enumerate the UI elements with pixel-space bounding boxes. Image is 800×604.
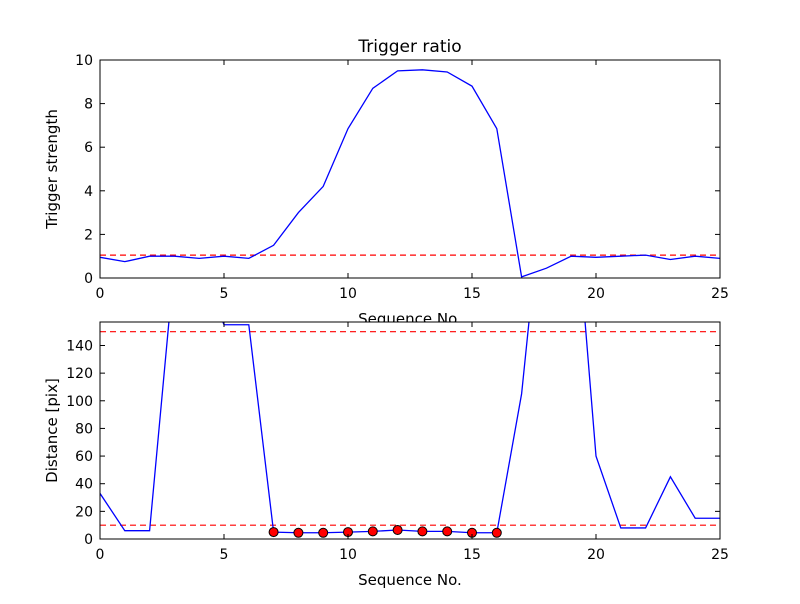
data-point-5 [368,527,377,536]
data-point-6 [393,526,402,535]
y-tick-label: 8 [84,97,93,113]
y-tick-label: 120 [66,366,93,382]
x-tick-label: 10 [339,547,357,563]
y-tick-label: 0 [84,532,93,548]
x-tick-label: 15 [463,286,481,302]
y-tick-label: 60 [75,449,93,465]
x-tick-label: 0 [96,286,105,302]
chart-title: Trigger ratio [357,37,461,57]
y-tick-label: 100 [66,394,93,410]
x-tick-label: 5 [220,286,229,302]
x-tick-label: 15 [463,547,481,563]
y-tick-label: 20 [75,504,93,520]
plot-area [100,322,720,539]
data-point-1 [269,528,278,537]
y-axis-label: Distance [pix] [43,378,61,483]
y-tick-label: 6 [84,140,93,156]
y-tick-label: 40 [75,477,93,493]
x-axis-label: Sequence No. [358,571,462,589]
x-tick-label: 20 [587,286,605,302]
y-axis-label: Trigger strength [43,109,61,230]
data-point-7 [418,527,427,536]
y-tick-label: 4 [84,184,93,200]
y-tick-label: 0 [84,271,93,287]
x-tick-label: 25 [711,286,729,302]
data-point-2 [294,528,303,537]
data-point-3 [319,528,328,537]
data-point-8 [443,527,452,536]
x-tick-label: 5 [220,547,229,563]
y-tick-label: 2 [84,227,93,243]
data-point-10 [492,528,501,537]
x-tick-label: 25 [711,547,729,563]
x-tick-label: 10 [339,286,357,302]
x-tick-label: 20 [587,547,605,563]
x-tick-label: 0 [96,547,105,563]
plot-area [100,60,720,278]
y-tick-label: 10 [75,53,93,69]
y-tick-label: 80 [75,421,93,437]
y-tick-label: 140 [66,338,93,354]
